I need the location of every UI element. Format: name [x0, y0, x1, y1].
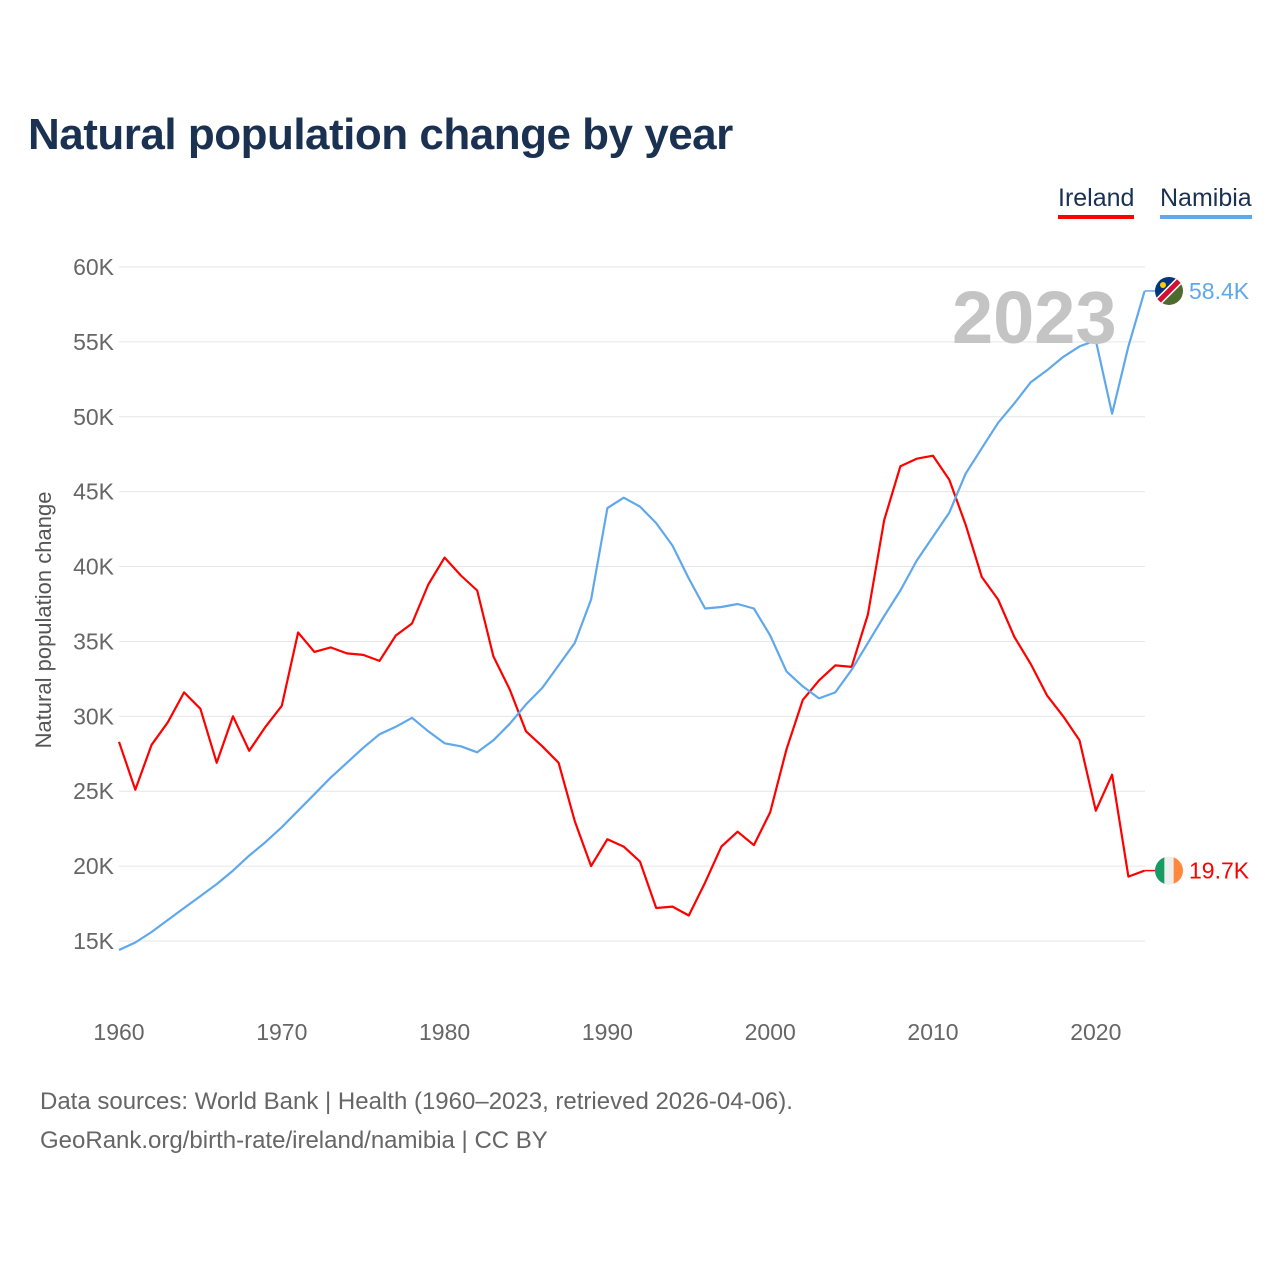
y-tick-label: 15K [73, 928, 115, 954]
legend-namibia[interactable]: Namibia [1160, 184, 1252, 219]
ireland-flag-icon [1155, 856, 1183, 885]
y-tick-label: 45K [73, 479, 115, 505]
y-tick-label: 30K [73, 703, 115, 729]
x-tick-label: 1980 [419, 1019, 470, 1045]
attribution-line: GeoRank.org/birth-rate/ireland/namibia |… [40, 1127, 548, 1154]
series-line-namibia [118, 290, 1146, 951]
legend-ireland[interactable]: Ireland [1058, 184, 1135, 219]
namibia-flag-icon [1155, 276, 1183, 305]
chart-title: Natural population change by year [28, 110, 733, 159]
source-line: Data sources: World Bank | Health (1960–… [40, 1088, 793, 1115]
x-tick-label: 2000 [745, 1019, 796, 1045]
y-tick-label: 55K [73, 329, 115, 355]
end-value-label-namibia: 58.4K [1189, 278, 1250, 304]
y-tick-label: 40K [73, 554, 115, 580]
y-tick-label: 20K [73, 853, 115, 879]
x-tick-label: 2010 [907, 1019, 958, 1045]
end-value-label-ireland: 19.7K [1189, 858, 1250, 884]
x-tick-label: 1960 [93, 1019, 144, 1045]
series-line-ireland [117, 454, 1145, 917]
y-tick-label: 25K [73, 778, 115, 804]
y-tick-label: 50K [73, 404, 115, 430]
y-tick-label: 35K [73, 628, 115, 654]
current-year-label: 2023 [952, 276, 1117, 359]
y-tick-label: 60K [73, 254, 115, 280]
x-tick-label: 1970 [256, 1019, 307, 1045]
x-tick-label: 1990 [582, 1019, 633, 1045]
x-tick-label: 2020 [1070, 1019, 1121, 1045]
